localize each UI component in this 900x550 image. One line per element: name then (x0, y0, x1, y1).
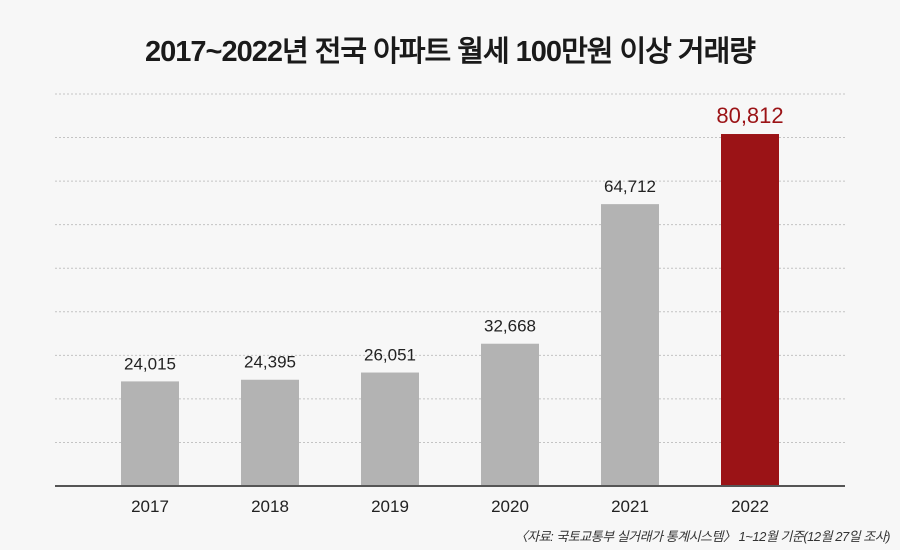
x-tick-label: 2018 (251, 497, 289, 516)
bar-2019 (361, 372, 419, 486)
x-tick-label: 2021 (611, 497, 649, 516)
bar-2017 (121, 381, 179, 486)
data-label-2022: 80,812 (716, 103, 783, 128)
data-label-2020: 32,668 (484, 317, 536, 336)
source-note: 〈자료: 국토교통부 실거래가 통계시스템〉 1~12월 기준(12월 27일 … (514, 529, 891, 544)
x-tick-label: 2022 (731, 497, 769, 516)
chart-title: 2017~2022년 전국 아파트 월세 100만원 이상 거래량 (145, 36, 756, 68)
x-tick-label: 2017 (131, 497, 169, 516)
data-label-2018: 24,395 (244, 353, 296, 372)
x-tick-label: 2019 (371, 497, 409, 516)
data-label-2017: 24,015 (124, 354, 176, 373)
data-label-2021: 64,712 (604, 177, 656, 196)
bar-2021 (601, 204, 659, 486)
bar-2020 (481, 343, 539, 486)
bar-2018 (241, 379, 299, 486)
data-label-2019: 26,051 (364, 346, 416, 365)
x-tick-label: 2020 (491, 497, 529, 516)
bar-2022 (721, 134, 779, 486)
